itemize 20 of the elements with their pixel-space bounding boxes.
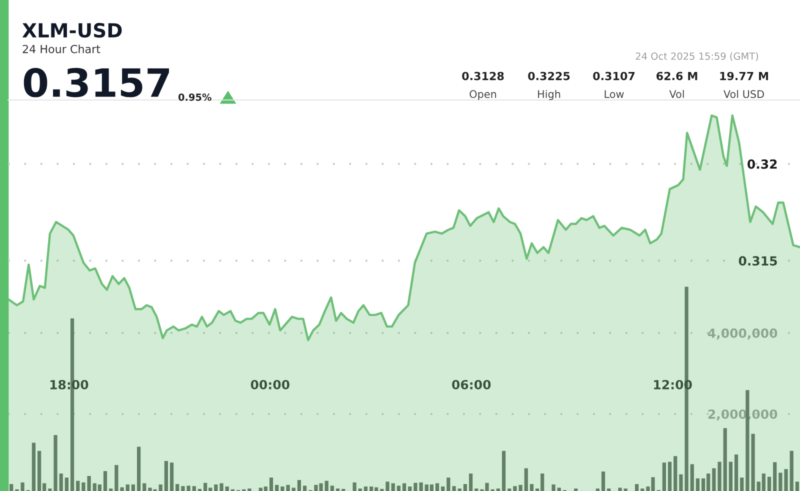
text: 0.3225 <box>528 72 570 80</box>
chart-title: XLM-USD <box>22 22 122 38</box>
y-tick-label: 0.32 <box>748 159 777 169</box>
chart-subtitle: 24 Hour Chart <box>22 44 100 54</box>
text: Vol USD <box>724 90 764 98</box>
y2-tick-label: 4,000,000 <box>708 328 778 340</box>
text: 0.3157 <box>24 68 169 98</box>
text: 19.77 M <box>720 72 768 80</box>
annotation: 0.95% <box>178 93 212 101</box>
y-tick-label: 0.315 <box>738 256 777 266</box>
text: 0.3107 <box>593 72 635 80</box>
text: 0.3128 <box>462 72 504 80</box>
text: 62.6 M <box>656 72 698 80</box>
annotation: High <box>538 90 560 100</box>
text: 24 Oct 2025 15:59 (GMT) <box>636 52 758 61</box>
x-tick-label: 06:00 <box>452 380 491 390</box>
text: Vol <box>669 90 684 98</box>
x-tick-label: 00:00 <box>250 380 290 390</box>
annotation: Open <box>470 90 496 100</box>
text: Low <box>604 90 624 98</box>
